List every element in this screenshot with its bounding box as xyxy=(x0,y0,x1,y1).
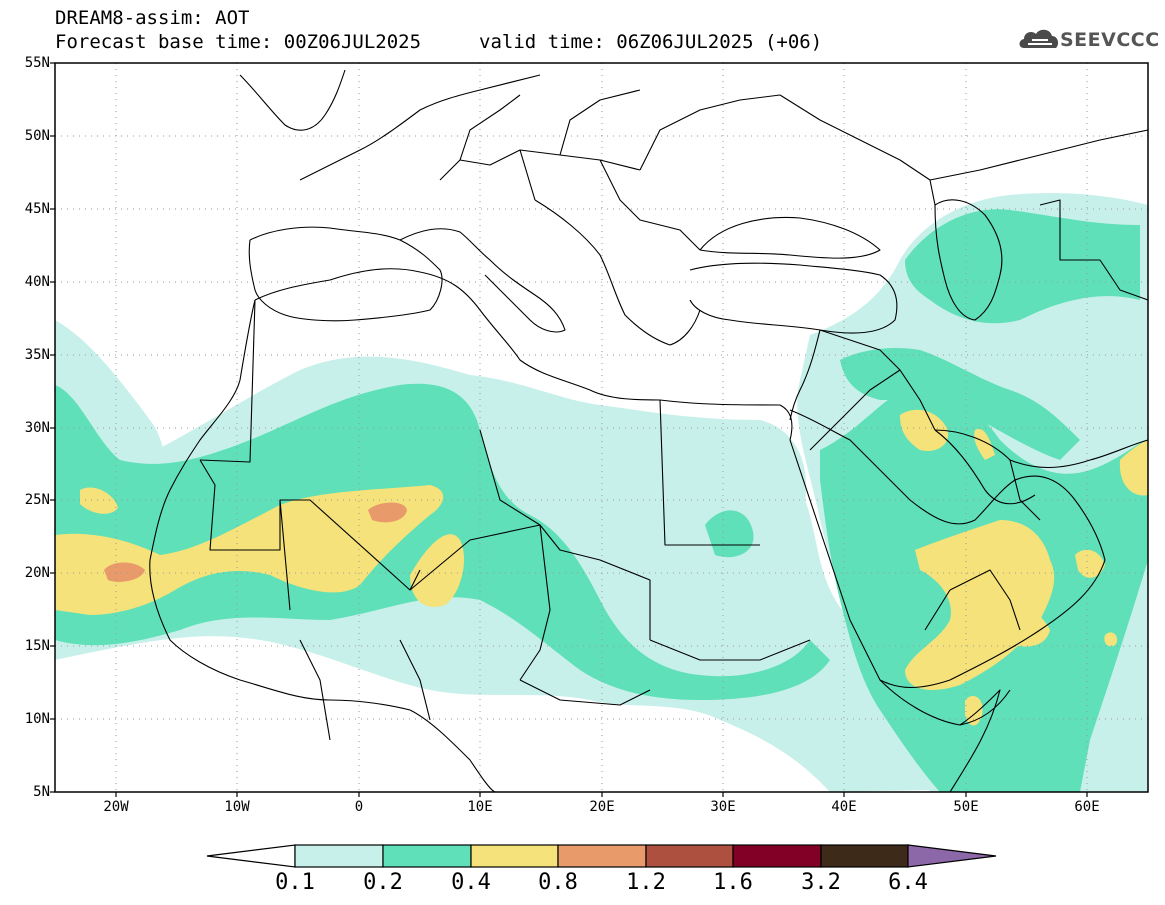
colorbar-bin-0-8 xyxy=(557,844,647,868)
forecast-base-time: Forecast base time: 00Z06JUL2025 xyxy=(55,31,422,53)
colorbar-label: 0.1 xyxy=(275,870,315,895)
colorbar-label: 3.2 xyxy=(801,870,841,895)
lat-label: 55N xyxy=(24,55,50,71)
lon-label: 20E xyxy=(589,799,615,815)
valid-time: valid time: 06Z06JUL2025 (+06) xyxy=(479,31,823,53)
colorbar-bin-1-2 xyxy=(645,844,734,868)
lat-label: 35N xyxy=(24,347,50,363)
colorbar-bin-0-1 xyxy=(294,844,384,868)
coastlines-borders xyxy=(149,69,1148,792)
colorbar-label: 0.8 xyxy=(538,870,578,895)
lat-label: 15N xyxy=(24,638,50,654)
lon-label: 50E xyxy=(953,799,979,815)
colorbar-bin-0-4 xyxy=(470,844,559,868)
aot-field-0-8 xyxy=(104,502,407,582)
lon-label: 30E xyxy=(710,799,736,815)
colorbar-bin-3-2 xyxy=(820,844,909,868)
lat-label: 20N xyxy=(24,565,50,581)
colorbar xyxy=(206,844,997,868)
map-title: DREAM8-assim: AOT xyxy=(55,7,250,29)
cloud-icon xyxy=(1019,29,1059,48)
logo-text: SEEVCCC xyxy=(1060,29,1160,51)
colorbar-label: 0.4 xyxy=(451,870,491,895)
colorbar-label: 1.2 xyxy=(626,870,666,895)
colorbar-bin-1-6 xyxy=(732,844,822,868)
aot-fields xyxy=(55,63,1148,792)
lon-label: 60E xyxy=(1074,799,1100,815)
colorbar-label: 6.4 xyxy=(888,870,928,895)
colorbar-over-triangle xyxy=(907,844,997,868)
colorbar-under-triangle xyxy=(206,844,296,868)
colorbar-bin-0-2 xyxy=(382,844,472,868)
colorbar-label: 0.2 xyxy=(363,870,403,895)
colorbar-label: 1.6 xyxy=(713,870,753,895)
lat-label: 10N xyxy=(24,711,50,727)
lon-label: 10E xyxy=(467,799,493,815)
lat-label: 30N xyxy=(24,420,50,436)
graticule xyxy=(55,63,1148,792)
lon-label: 0 xyxy=(354,799,364,815)
tick-marks xyxy=(50,62,1088,797)
lat-label: 45N xyxy=(24,201,50,217)
lon-label: 40E xyxy=(831,799,857,815)
lat-label: 50N xyxy=(24,128,50,144)
lon-label: 20W xyxy=(103,799,129,815)
lat-label: 5N xyxy=(33,784,50,800)
lat-label: 25N xyxy=(24,492,50,508)
lon-label: 10W xyxy=(224,799,250,815)
lat-label: 40N xyxy=(24,274,50,290)
